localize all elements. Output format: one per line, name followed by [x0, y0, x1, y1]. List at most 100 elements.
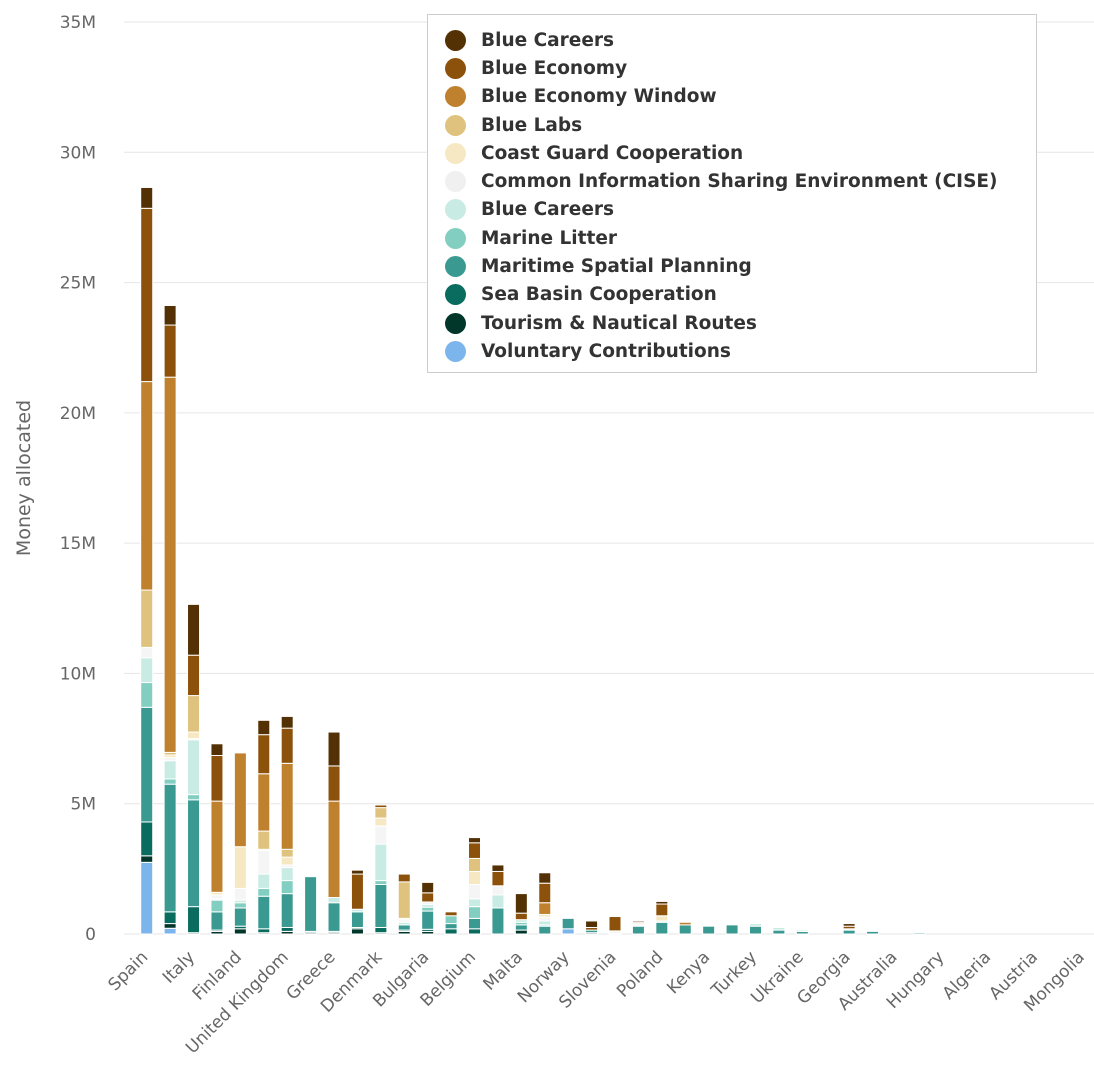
bar-segment[interactable] — [163, 324, 177, 378]
bar-segment[interactable] — [842, 929, 856, 935]
bar-segment[interactable] — [304, 876, 318, 932]
bar-segment[interactable] — [257, 830, 271, 850]
bar-segment[interactable] — [327, 902, 341, 932]
bar-segment[interactable] — [163, 911, 177, 925]
bar-segment[interactable] — [280, 926, 294, 932]
bar-segment[interactable] — [280, 867, 294, 882]
bar-segment[interactable] — [210, 743, 224, 757]
bar-segment[interactable] — [397, 924, 411, 931]
bar-segment[interactable] — [280, 880, 294, 895]
bar-segment[interactable] — [538, 920, 552, 926]
bar-segment[interactable] — [374, 807, 388, 819]
bar-segment[interactable] — [748, 925, 762, 935]
legend-item[interactable]: Sea Basin Cooperation — [445, 281, 1036, 309]
legend-item[interactable]: Common Information Sharing Environment (… — [445, 167, 1036, 195]
bar-segment[interactable] — [257, 895, 271, 930]
bar-segment[interactable] — [444, 928, 458, 935]
bar-segment[interactable] — [514, 893, 528, 914]
bar-segment[interactable] — [280, 893, 294, 928]
bar-segment[interactable] — [187, 603, 201, 656]
bar-segment[interactable] — [140, 207, 154, 383]
bar-segment[interactable] — [444, 911, 458, 917]
bar-segment[interactable] — [655, 900, 669, 905]
bar-segment[interactable] — [210, 755, 224, 802]
bar-segment[interactable] — [257, 734, 271, 775]
bar-segment[interactable] — [585, 920, 599, 928]
bar-segment[interactable] — [140, 706, 154, 823]
legend-item[interactable]: Marine Litter — [445, 224, 1036, 252]
bar-segment[interactable] — [678, 924, 692, 935]
bar-segment[interactable] — [350, 869, 364, 875]
bar-segment[interactable] — [491, 870, 505, 887]
bar-segment[interactable] — [257, 850, 271, 875]
bar-segment[interactable] — [631, 925, 645, 935]
bar-segment[interactable] — [725, 924, 739, 935]
bar-segment[interactable] — [912, 932, 926, 935]
bar-segment[interactable] — [350, 911, 364, 928]
bar-segment[interactable] — [444, 923, 458, 930]
legend-item[interactable]: Voluntary Contributions — [445, 337, 1036, 365]
bar-segment[interactable] — [538, 916, 552, 922]
bar-segment[interactable] — [491, 864, 505, 872]
bar-segment[interactable] — [538, 902, 552, 915]
bar-segment[interactable] — [280, 856, 294, 866]
bar-segment[interactable] — [468, 870, 482, 885]
bar-segment[interactable] — [163, 923, 177, 929]
bar-segment[interactable] — [842, 923, 856, 927]
bar-segment[interactable] — [421, 906, 435, 912]
bar-segment[interactable] — [280, 762, 294, 850]
bar-segment[interactable] — [468, 842, 482, 859]
bar-segment[interactable] — [210, 911, 224, 931]
bar-segment[interactable] — [163, 783, 177, 913]
bar-segment[interactable] — [702, 925, 716, 935]
bar-segment[interactable] — [631, 920, 645, 923]
bar-segment[interactable] — [233, 752, 247, 848]
bar-segment[interactable] — [233, 928, 247, 935]
bar-segment[interactable] — [140, 861, 154, 935]
legend-item[interactable]: Maritime Spatial Planning — [445, 252, 1036, 280]
bar-segment[interactable] — [374, 843, 388, 882]
bar-segment[interactable] — [538, 872, 552, 884]
legend-item[interactable]: Blue Careers — [445, 26, 1036, 54]
bar-segment[interactable] — [140, 381, 154, 591]
bar-segment[interactable] — [514, 924, 528, 931]
bar-segment[interactable] — [514, 929, 528, 935]
bar-segment[interactable] — [374, 817, 388, 827]
bar-segment[interactable] — [468, 837, 482, 844]
bar-segment[interactable] — [374, 804, 388, 809]
bar-segment[interactable] — [421, 881, 435, 894]
bar-segment[interactable] — [163, 778, 177, 785]
bar-segment[interactable] — [210, 800, 224, 893]
bar-segment[interactable] — [280, 715, 294, 729]
bar-segment[interactable] — [468, 928, 482, 935]
bar-segment[interactable] — [397, 881, 411, 919]
bar-segment[interactable] — [187, 695, 201, 733]
bar-segment[interactable] — [140, 682, 154, 708]
bar-segment[interactable] — [491, 885, 505, 896]
bar-segment[interactable] — [491, 894, 505, 909]
bar-segment[interactable] — [655, 921, 669, 935]
bar-segment[interactable] — [327, 765, 341, 802]
legend-item[interactable]: Blue Labs — [445, 111, 1036, 139]
bar-segment[interactable] — [468, 857, 482, 872]
bar-segment[interactable] — [140, 821, 154, 857]
bar-segment[interactable] — [163, 760, 177, 780]
bar-segment[interactable] — [257, 928, 271, 934]
bar-segment[interactable] — [468, 883, 482, 900]
bar-segment[interactable] — [350, 873, 364, 910]
bar-segment[interactable] — [561, 917, 575, 930]
bar-segment[interactable] — [233, 846, 247, 889]
bar-segment[interactable] — [187, 799, 201, 908]
bar-segment[interactable] — [140, 646, 154, 659]
bar-segment[interactable] — [140, 657, 154, 684]
bar-segment[interactable] — [678, 921, 692, 926]
bar-segment[interactable] — [257, 719, 271, 736]
bar-segment[interactable] — [233, 887, 247, 901]
bar-segment[interactable] — [327, 800, 341, 899]
bar-segment[interactable] — [748, 923, 762, 927]
bar-segment[interactable] — [350, 928, 364, 935]
bar-segment[interactable] — [795, 929, 809, 932]
bar-segment[interactable] — [374, 926, 388, 934]
bar-segment[interactable] — [257, 887, 271, 897]
bar-segment[interactable] — [538, 925, 552, 935]
